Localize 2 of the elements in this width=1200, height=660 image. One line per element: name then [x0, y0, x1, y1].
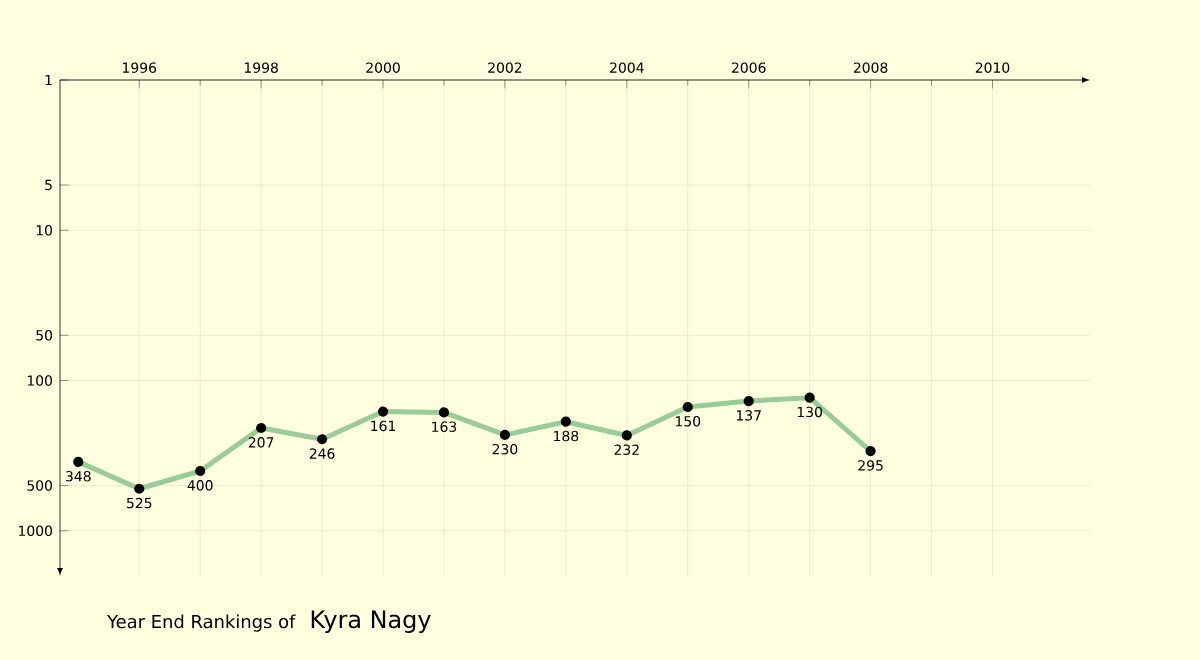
text: Year End Rankings of [107, 614, 296, 632]
text: Kyra Nagy [311, 610, 431, 633]
